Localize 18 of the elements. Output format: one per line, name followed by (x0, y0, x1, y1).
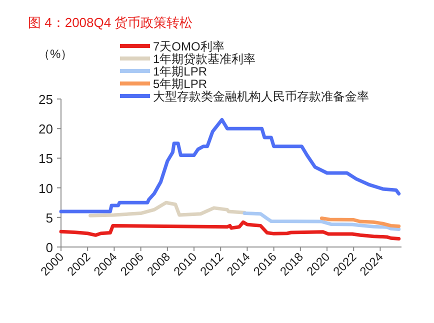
y-axis-title: （%） (38, 47, 73, 61)
line-series (320, 216, 401, 228)
y-tick-label: 15 (38, 151, 53, 166)
line-series (59, 118, 401, 214)
y-tick-label: 0 (46, 240, 53, 255)
legend-label: 大型存款类金融机构人民币存款准备金率 (153, 90, 369, 104)
y-tick-label: 20 (38, 122, 53, 137)
y-tick-label: 5 (46, 210, 53, 226)
line-series (59, 220, 401, 240)
chart-title: 图 4：2008Q4 货币政策转松 (28, 15, 193, 30)
line-series (242, 212, 401, 231)
legend-label: 1年期贷款基准利率 (153, 52, 256, 66)
y-tick-label: 10 (38, 180, 53, 196)
legend-label: 1年期LPR (153, 64, 208, 78)
legend-label: 7天OMO利率 (153, 40, 224, 54)
line-series (88, 200, 246, 218)
legend-label: 5年期LPR (153, 77, 208, 91)
y-tick-label: 25 (38, 92, 53, 107)
